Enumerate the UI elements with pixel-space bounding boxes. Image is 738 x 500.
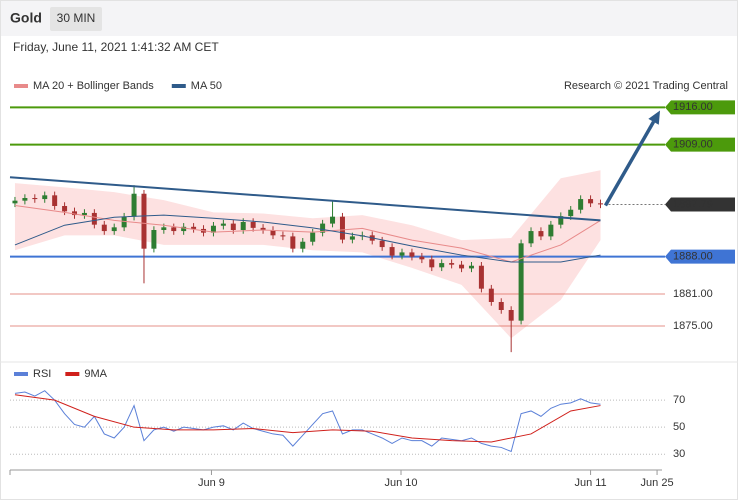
candle-body [478,265,484,289]
candle-body [399,252,405,256]
candle-body [210,225,216,233]
candle-body [578,199,584,210]
x-tick-label: Jun 9 [198,477,225,489]
interval[interactable]: 30 MIN [57,11,96,25]
candle-body [52,195,58,206]
x-tick-label: Jun 25 [641,477,674,489]
candle-body [548,224,554,237]
candle-body [81,212,87,216]
legend-swatch [65,372,80,376]
candle-body [558,216,564,225]
forecast-arrow [603,120,656,207]
indicator-line [14,390,601,453]
candle-body [181,226,187,232]
candle-body [101,224,107,232]
x-tick-label: Jun 11 [574,477,606,489]
ma-line [14,214,601,263]
candle-body [260,227,266,230]
candle-body [161,227,167,230]
candle-body [111,227,117,232]
candle-body [498,302,504,310]
legend-label: MA 20 + Bollinger Bands [33,80,154,92]
candle-body [597,203,603,205]
candle-body [12,200,18,204]
candle-body [389,247,395,256]
candle-body [42,195,48,200]
y-tick-label: 50 [673,421,685,433]
candle-body [72,211,78,216]
indicator-line [14,394,601,443]
candle-body [508,310,514,321]
candle-body [568,209,574,217]
level-tag [665,100,735,115]
candle-body [379,240,385,248]
candle-body [191,226,197,229]
header-bar [0,0,738,36]
candle-body [518,243,524,321]
candle-body [250,222,256,228]
candle-body [91,212,97,225]
candle-body [538,231,544,237]
y-tick-label: 70 [673,394,685,406]
candle-body [280,235,286,237]
candle-body [320,223,326,233]
level-tag [665,249,735,264]
legend-label: 9MA [84,368,107,380]
candle-body [488,288,494,302]
candle-body [310,232,316,242]
y-tick-label: 30 [673,448,685,460]
candle-body [230,223,236,230]
bollinger-band [14,170,601,339]
legend-label: RSI [33,368,51,380]
candle-body [330,216,336,224]
level-label: 1888.00 [673,251,713,263]
candle-body [171,227,177,232]
candle-body [528,231,534,244]
level-label: 1916.00 [673,101,713,113]
candle-body [32,198,38,200]
legend-swatch [14,84,28,88]
level-label: 1875.00 [673,320,713,332]
interval-badge[interactable] [50,7,102,31]
candle-body [220,223,226,226]
candle-body [121,216,127,228]
legend-swatch [171,84,186,88]
candle-body [270,230,276,236]
timestamp: Friday, June 11, 2021 1:41:32 AM CET [13,40,219,54]
symbol: Gold [10,10,42,26]
candle-body [349,236,355,240]
trendline [9,176,601,222]
candle-body [449,263,455,265]
candle-body [131,193,137,217]
candle-body [240,222,246,230]
candle-body [459,264,465,269]
level-label: 1909.00 [673,139,713,151]
candle-body [468,265,474,269]
level-tag [665,197,735,212]
candle-body [300,241,306,249]
x-tick-label: Jun 10 [384,477,417,489]
level-label: 1881.00 [673,288,713,300]
candle-body [22,198,28,201]
candle-body [409,252,415,257]
credit: Research © 2021 Trading Central [564,80,728,92]
level-tag [665,137,735,152]
level-label: 1897.79 [673,198,713,210]
arrow-head [648,110,661,125]
candle-body [419,256,425,260]
candle-body [290,236,296,249]
legend-swatch [14,372,28,376]
candle-body [141,193,147,249]
candle-body [151,230,157,249]
candle-body [62,206,68,212]
candle-body [429,259,435,268]
candle-body [588,199,594,204]
candle-body [339,216,345,240]
candle-body [439,263,445,268]
legend-label: MA 50 [191,80,222,92]
